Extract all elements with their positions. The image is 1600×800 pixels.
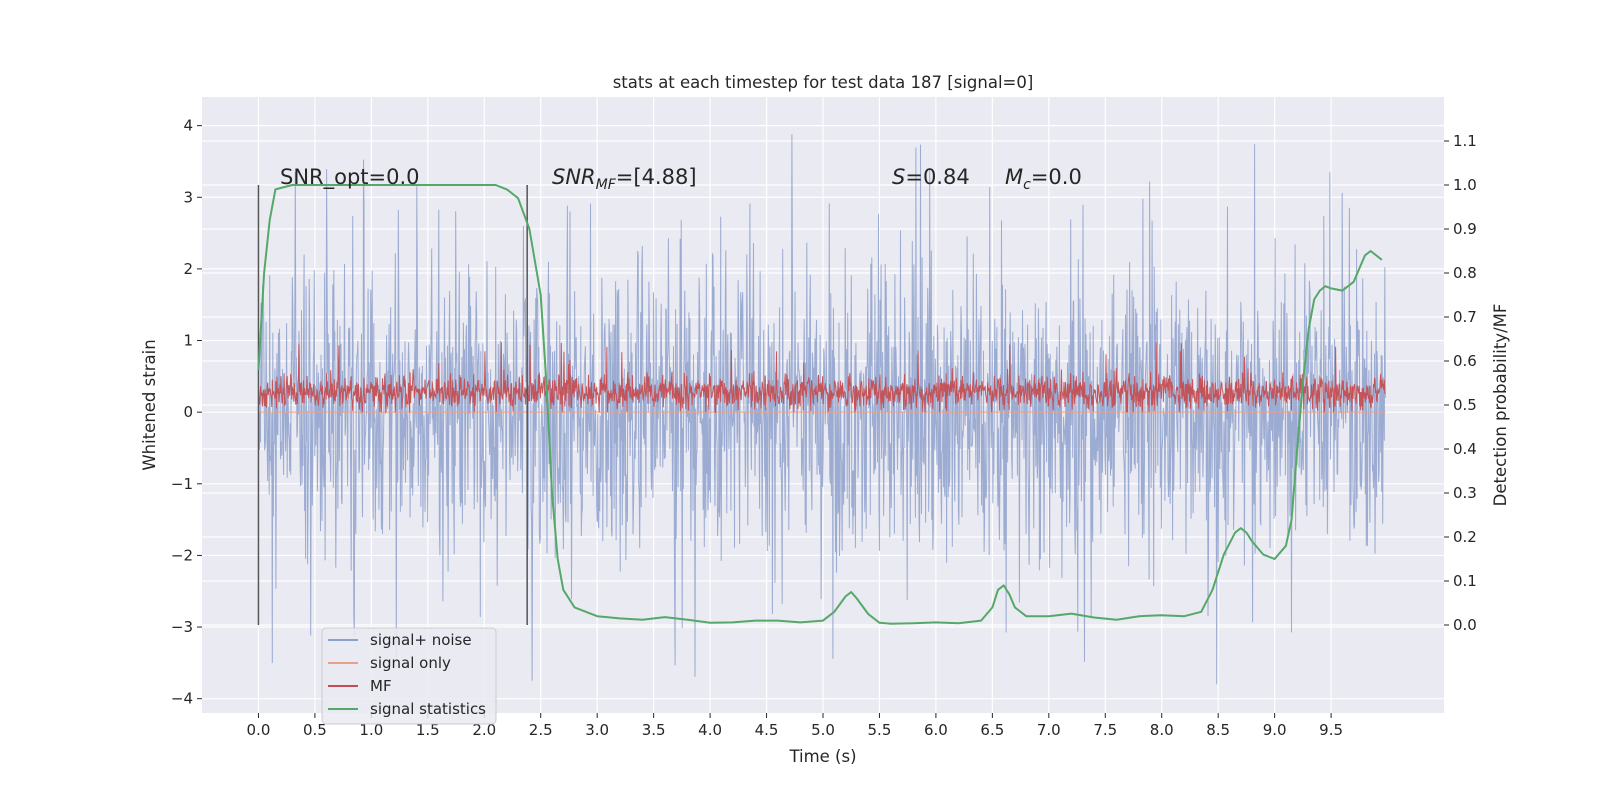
y-tick-label: 3 <box>183 188 193 206</box>
x-tick-label: 3.0 <box>585 721 609 739</box>
x-tick-label: 7.0 <box>1037 721 1061 739</box>
y-tick-label: 1 <box>183 332 193 350</box>
x-axis-label: Time (s) <box>788 747 856 766</box>
y-right-tick-label: 0.7 <box>1453 308 1477 326</box>
legend: signal+ noise signal only MF signal stat… <box>321 627 497 725</box>
x-tick-label: 3.5 <box>642 721 666 739</box>
legend-label-signal-noise: signal+ noise <box>370 631 472 649</box>
legend-box <box>321 627 497 725</box>
y-axis-right-label: Detection probability/MF <box>1491 304 1510 507</box>
annotation-mc: Mc=0.0 <box>1005 165 1082 193</box>
annotation-s: S=0.84 <box>892 165 970 189</box>
y-right-tick-label: 0.1 <box>1453 572 1477 590</box>
axis-ticks: 0.0 0.5 1.0 1.5 2.0 2.5 3.0 3.5 4.0 4.5 5.0 5.5 6.0 6… <box>171 117 1477 739</box>
x-tick-label: 1.0 <box>359 721 383 739</box>
series-mf <box>258 342 1386 414</box>
x-tick-label: 4.5 <box>755 721 779 739</box>
x-tick-label: 5.5 <box>868 721 892 739</box>
y-right-tick-label: 1.1 <box>1453 132 1477 150</box>
y-tick-label: −1 <box>171 475 193 493</box>
y-axis-label: Whitened strain <box>140 339 159 470</box>
y-right-tick-label: 0.2 <box>1453 528 1477 546</box>
mf-line <box>258 342 1386 414</box>
y-right-tick-label: 0.9 <box>1453 220 1477 238</box>
y-right-tick-label: 0.4 <box>1453 440 1477 458</box>
x-tick-label: 8.5 <box>1206 721 1230 739</box>
x-tick-label: 4.0 <box>698 721 722 739</box>
x-tick-label: 2.5 <box>529 721 553 739</box>
legend-label-signal-statistics: signal statistics <box>370 700 486 718</box>
y-right-tick-label: 0.5 <box>1453 396 1477 414</box>
annotation-snr-opt: SNR_opt=0.0 <box>280 165 420 190</box>
x-tick-label: 7.5 <box>1093 721 1117 739</box>
x-tick-label: 9.0 <box>1263 721 1287 739</box>
vertical-markers <box>257 185 528 625</box>
y-tick-label: −2 <box>171 546 193 564</box>
y-tick-label: 0 <box>183 403 193 421</box>
y-right-tick-label: 1.0 <box>1453 176 1477 194</box>
series-signal-noise <box>258 134 1386 685</box>
x-tick-label: 9.5 <box>1319 721 1343 739</box>
legend-label-mf: MF <box>370 677 392 695</box>
x-tick-label: 6.5 <box>980 721 1004 739</box>
signal-noise-line <box>258 134 1386 685</box>
x-tick-label: 0.5 <box>303 721 327 739</box>
y-right-tick-label: 0.0 <box>1453 616 1477 634</box>
annotation-snr-mf: SNRMF=[4.88] <box>552 165 697 193</box>
x-tick-label: 8.0 <box>1150 721 1174 739</box>
y-tick-label: −3 <box>171 618 193 636</box>
signal-statistics-line <box>257 184 1383 625</box>
y-tick-label: 2 <box>183 260 193 278</box>
y-right-tick-label: 0.3 <box>1453 484 1477 502</box>
x-tick-label: 2.0 <box>472 721 496 739</box>
chart-title: stats at each timestep for test data 187… <box>613 73 1034 92</box>
x-tick-label: 0.0 <box>247 721 271 739</box>
y-right-tick-label: 0.6 <box>1453 352 1477 370</box>
x-tick-label: 5.0 <box>811 721 835 739</box>
legend-label-signal-only: signal only <box>370 654 451 672</box>
series-signal-statistics <box>257 184 1383 625</box>
y-tick-label: 4 <box>183 117 193 135</box>
y-right-tick-label: 0.8 <box>1453 264 1477 282</box>
y-tick-label: −4 <box>171 690 193 708</box>
x-tick-label: 6.0 <box>924 721 948 739</box>
x-tick-label: 1.5 <box>416 721 440 739</box>
